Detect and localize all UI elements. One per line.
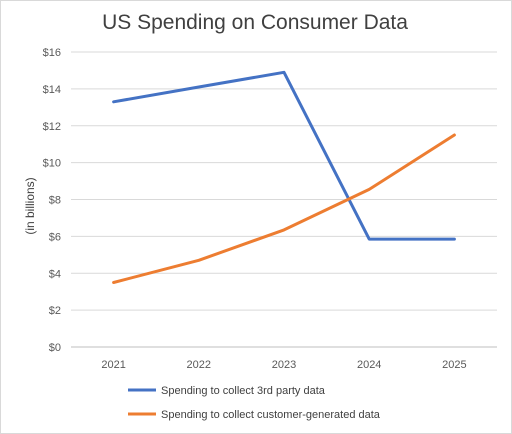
series-line-2 (112, 133, 456, 284)
x-axis-ticks: 2021 2022 2023 2024 2025 (101, 359, 466, 371)
y-tick-label: $6 (49, 231, 61, 243)
x-tick-label: 2021 (101, 359, 125, 371)
x-tick-label: 2025 (442, 359, 466, 371)
legend-label: Spending to collect customer-generated d… (161, 409, 381, 421)
legend-label: Spending to collect 3rd party data (161, 385, 326, 397)
y-axis-ticks: $0 $2 $4 $6 $8 $10 $12 $14 $16 (43, 47, 61, 354)
x-tick-label: 2024 (357, 359, 381, 371)
y-tick-label: $14 (43, 84, 61, 96)
legend: Spending to collect 3rd party data Spendi… (128, 385, 381, 421)
y-tick-label: $12 (43, 121, 61, 133)
series-line-1 (112, 70, 456, 241)
y-tick-label: $2 (49, 305, 61, 317)
y-tick-label: $8 (49, 195, 61, 207)
series-lines (112, 70, 456, 284)
y-tick-label: $0 (49, 342, 61, 354)
chart-title: US Spending on Consumer Data (102, 11, 408, 34)
y-tick-label: $10 (43, 158, 61, 170)
y-tick-label: $4 (49, 268, 61, 280)
gridlines (71, 51, 497, 348)
y-tick-label: $16 (43, 47, 61, 59)
x-tick-label: 2022 (187, 359, 211, 371)
y-axis-label: (in billions) (23, 177, 37, 234)
x-tick-label: 2023 (272, 359, 296, 371)
